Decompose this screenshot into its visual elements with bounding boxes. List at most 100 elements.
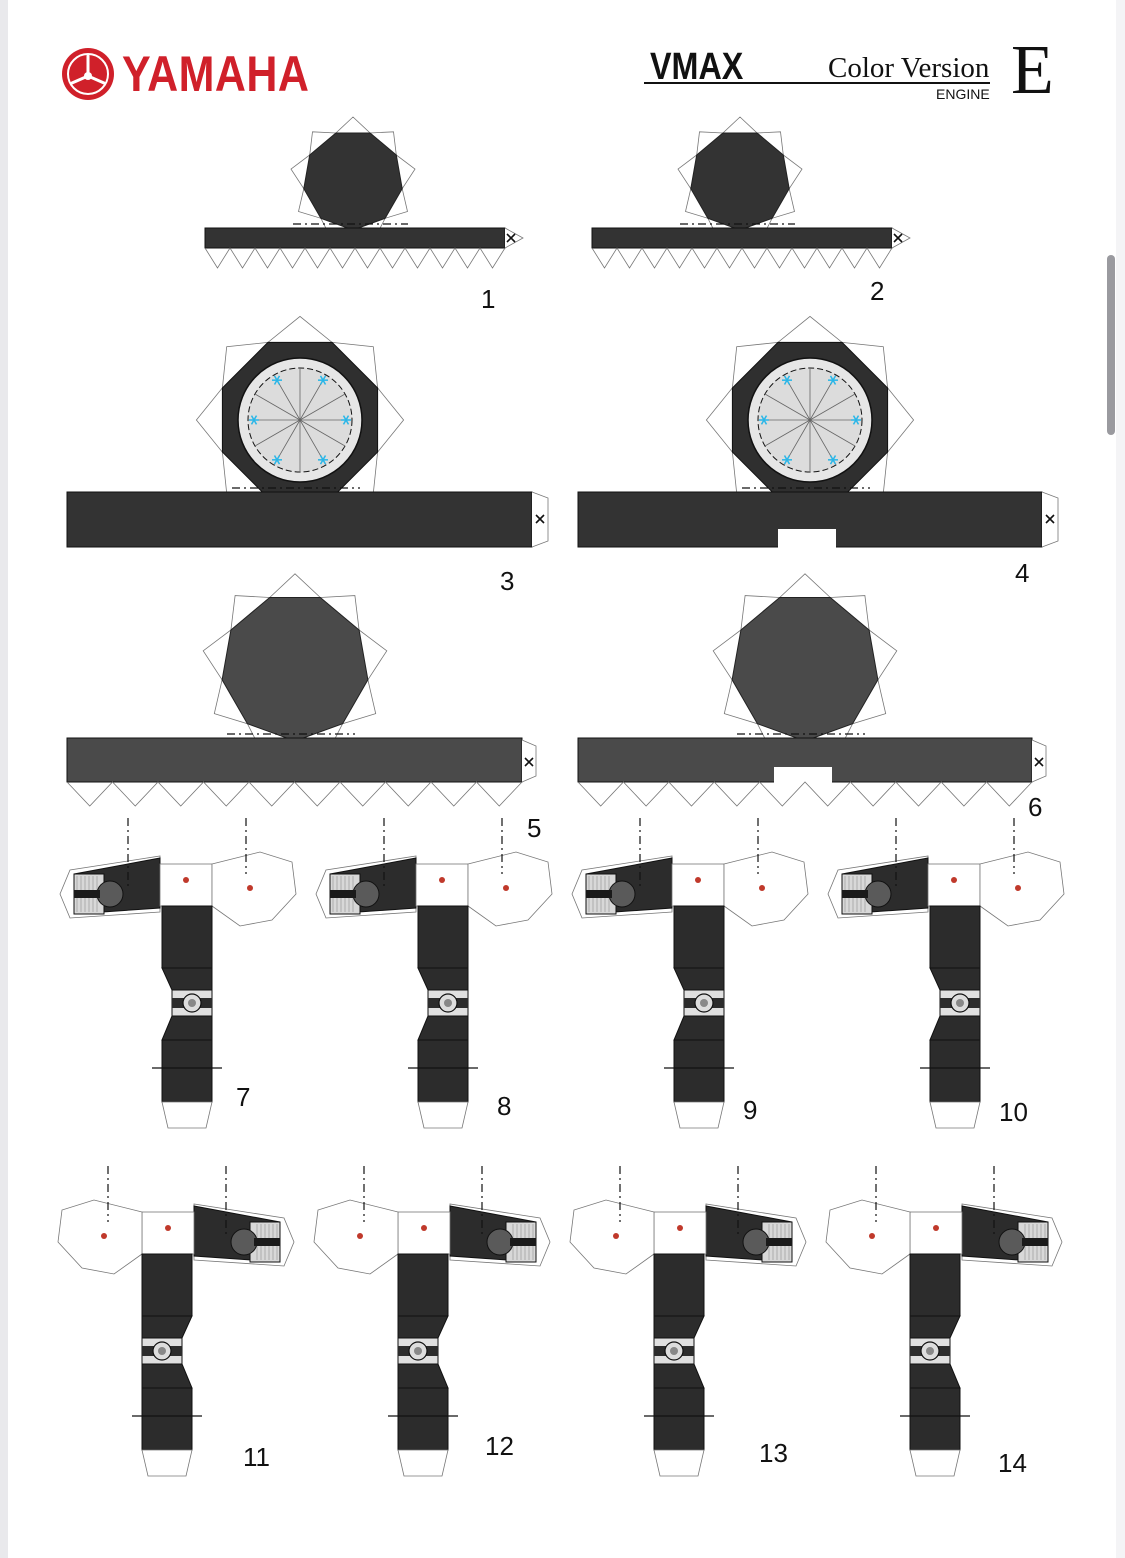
- side-face: [57, 1199, 143, 1275]
- hub-dot: [357, 1233, 363, 1239]
- roller: [742, 1228, 770, 1256]
- part-number: 6: [1028, 792, 1042, 822]
- part-number: 2: [870, 276, 884, 306]
- hub-dot: [247, 885, 253, 891]
- part-number: 10: [999, 1097, 1028, 1127]
- stem-taper: [161, 1015, 213, 1041]
- spoke: [764, 419, 811, 447]
- x-mark-icon: [506, 233, 516, 243]
- end-tab: [891, 227, 911, 249]
- bolt-center: [444, 999, 452, 1007]
- strip: [66, 491, 533, 548]
- glue-tab: [929, 1101, 981, 1129]
- part-number: 13: [759, 1438, 788, 1468]
- hub-dot: [613, 1233, 619, 1239]
- stem-taper: [141, 1363, 193, 1389]
- glue-tab-row: [204, 247, 506, 269]
- stem-lower: [161, 1039, 213, 1103]
- section-label: ENGINE: [936, 86, 990, 102]
- bolt-star-icon: [760, 415, 768, 425]
- strip: [577, 491, 1043, 548]
- strip: [591, 227, 893, 249]
- stem-taper: [141, 1315, 193, 1339]
- slot: [74, 890, 100, 898]
- end-tab: [504, 227, 524, 249]
- stem-lower: [929, 1039, 981, 1103]
- part-number: 12: [485, 1431, 514, 1461]
- hub-dot: [503, 885, 509, 891]
- part-5: [66, 573, 537, 807]
- slot: [510, 1238, 536, 1246]
- scroll-track[interactable]: [1116, 0, 1125, 1558]
- stem-upper: [673, 905, 725, 969]
- bolt-center: [926, 1347, 934, 1355]
- part-14: [825, 1166, 1063, 1477]
- part-number: 5: [527, 813, 541, 843]
- stem-taper: [417, 967, 469, 991]
- hub-dot: [695, 877, 701, 883]
- notch: [778, 529, 836, 548]
- center-face: [909, 1211, 963, 1255]
- bolt-star-icon: [273, 375, 281, 385]
- center-face: [415, 863, 469, 907]
- glue-tab: [909, 1449, 961, 1477]
- stem-upper: [909, 1253, 961, 1317]
- glue-tab-row: [591, 247, 893, 269]
- stem-taper: [417, 1015, 469, 1041]
- bolt-center: [670, 1347, 678, 1355]
- bolt-star-icon: [250, 415, 258, 425]
- stem-lower: [653, 1387, 705, 1451]
- side-face: [467, 851, 553, 927]
- side-face: [979, 851, 1065, 927]
- glue-tab: [673, 1101, 725, 1129]
- part-7: [59, 818, 297, 1129]
- hub-dot: [759, 885, 765, 891]
- side-face: [569, 1199, 655, 1275]
- hub-dot: [1015, 885, 1021, 891]
- side-face: [825, 1199, 911, 1275]
- stem-upper: [141, 1253, 193, 1317]
- bolt-center: [414, 1347, 422, 1355]
- part-number: 7: [236, 1082, 250, 1112]
- roller: [608, 880, 636, 908]
- stem-lower: [141, 1387, 193, 1451]
- bolt-center: [158, 1347, 166, 1355]
- stem-taper: [653, 1315, 705, 1339]
- bolt-star-icon: [829, 455, 837, 465]
- stem-upper: [397, 1253, 449, 1317]
- stem-taper: [397, 1315, 449, 1339]
- spoke: [299, 393, 346, 421]
- hub-dot: [951, 877, 957, 883]
- bolt-star-icon: [829, 375, 837, 385]
- bolt-star-icon: [273, 455, 281, 465]
- stem-taper: [397, 1363, 449, 1389]
- glue-tab: [161, 1101, 213, 1129]
- roller: [486, 1228, 514, 1256]
- scrollbar-thumb[interactable]: [1107, 255, 1115, 435]
- part-number: 4: [1015, 558, 1029, 588]
- stem-taper: [673, 1015, 725, 1041]
- stem-lower: [397, 1387, 449, 1451]
- bolt-center: [956, 999, 964, 1007]
- part-4: [577, 315, 1059, 548]
- glue-tab: [653, 1449, 705, 1477]
- roller: [864, 880, 892, 908]
- stem-taper: [909, 1315, 961, 1339]
- spoke: [299, 419, 346, 447]
- stem-upper: [929, 905, 981, 969]
- header-rule: [644, 82, 990, 84]
- part-number: 14: [998, 1448, 1027, 1478]
- part-number: 1: [481, 284, 495, 314]
- brand-name: YAMAHA: [122, 46, 310, 102]
- model-name: VMAX: [650, 46, 744, 88]
- slot: [766, 1238, 792, 1246]
- part-2: [591, 116, 911, 269]
- bolt-center: [188, 999, 196, 1007]
- glue-tab: [397, 1449, 449, 1477]
- spoke: [254, 419, 301, 447]
- part-9: [571, 818, 809, 1129]
- strip: [204, 227, 506, 249]
- gear-face: [221, 597, 369, 742]
- part-number: 9: [743, 1095, 757, 1125]
- stem-lower: [673, 1039, 725, 1103]
